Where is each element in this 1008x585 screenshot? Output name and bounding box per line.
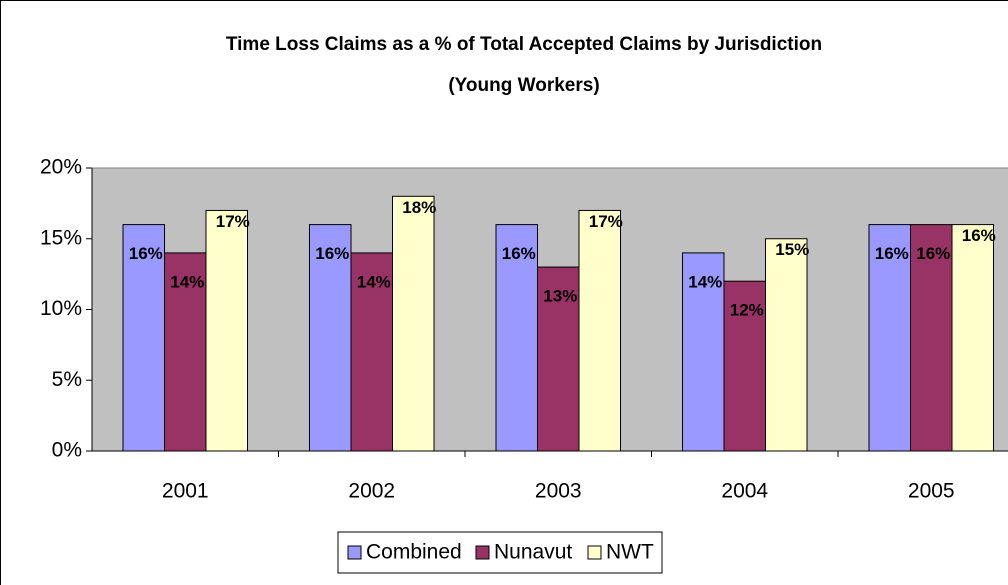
data-label: 16%: [502, 244, 536, 263]
y-tick-label: 20%: [40, 156, 82, 179]
data-label: 16%: [315, 244, 349, 263]
bar: [765, 238, 808, 452]
bar: [868, 224, 911, 452]
bar: [910, 224, 953, 452]
legend-swatch: [347, 545, 362, 560]
data-label: 16%: [875, 244, 909, 263]
data-label: 14%: [688, 272, 722, 291]
y-tick-label: 15%: [40, 226, 82, 249]
legend-swatch: [475, 545, 490, 560]
bar: [578, 209, 621, 452]
data-label: 16%: [962, 226, 996, 245]
chart-title: Time Loss Claims as a % of Total Accepte…: [226, 34, 822, 55]
legend-box: [337, 531, 663, 574]
data-label: 13%: [543, 287, 577, 306]
data-label: 16%: [916, 244, 950, 263]
y-tick-label: 0%: [52, 439, 82, 462]
bar: [122, 224, 165, 452]
bar: [205, 209, 248, 452]
data-label: 14%: [357, 272, 391, 291]
bar: [495, 224, 538, 452]
data-label: 15%: [775, 240, 809, 259]
bar: [392, 195, 435, 452]
data-label: 14%: [170, 272, 204, 291]
bar: [723, 280, 766, 452]
bar: [537, 266, 580, 452]
x-tick-label: 2003: [535, 480, 582, 503]
x-tick-label: 2005: [908, 480, 955, 503]
data-label: 12%: [730, 301, 764, 320]
legend-label: Nunavut: [494, 541, 572, 564]
x-tick-label: 2001: [162, 480, 209, 503]
data-label: 17%: [216, 212, 250, 231]
legend-label: NWT: [606, 541, 654, 564]
x-tick-label: 2002: [348, 480, 395, 503]
bar: [951, 224, 994, 452]
data-label: 16%: [129, 244, 163, 263]
y-tick-label: 10%: [40, 297, 82, 320]
x-tick-label: 2004: [721, 480, 768, 503]
data-label: 18%: [402, 198, 436, 217]
y-tick-label: 5%: [52, 368, 82, 391]
legend-label: Combined: [366, 541, 462, 564]
chart-subtitle: (Young Workers): [448, 75, 599, 96]
data-label: 17%: [589, 212, 623, 231]
bar: [350, 252, 393, 452]
bar: [164, 252, 207, 452]
legend-swatch: [587, 545, 602, 560]
bar: [682, 252, 725, 452]
